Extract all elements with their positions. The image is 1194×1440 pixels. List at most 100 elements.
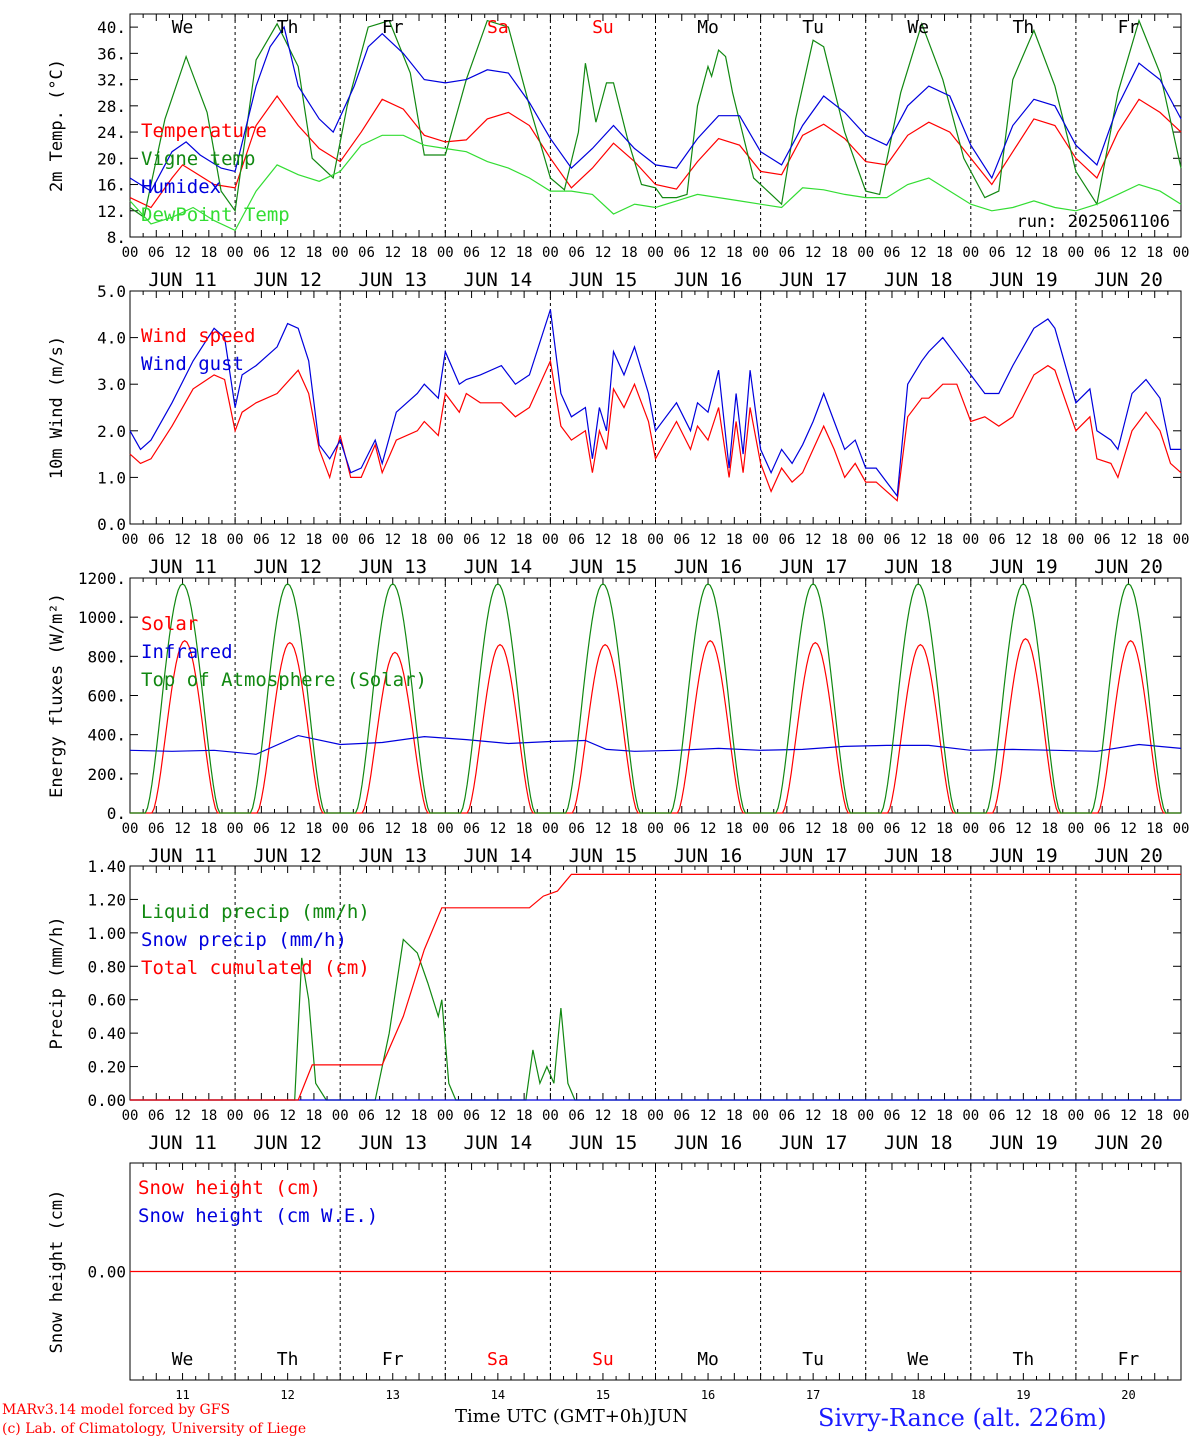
hour-tick-label: 18 xyxy=(305,821,322,837)
hour-tick-label: 18 xyxy=(1146,821,1163,837)
day-number-label: 20 xyxy=(1121,1388,1135,1402)
hour-tick-label: 00 xyxy=(647,245,664,261)
hour-tick-label: 00 xyxy=(542,245,559,261)
date-label: JUN 14 xyxy=(464,1132,533,1154)
panel-1: 8. 12. 16. 20. 24. 28. 32. 36. 40. 2m Temp. (°C) T… xyxy=(47,13,1190,291)
hour-tick-label: 18 xyxy=(1041,532,1058,548)
x-axis-label: Time UTC (GMT+0h)JUN xyxy=(455,1406,688,1427)
hour-tick-label: 06 xyxy=(463,1108,480,1124)
day-number-label: 13 xyxy=(386,1388,400,1402)
hour-tick-label: 12 xyxy=(595,1108,612,1124)
model-credit: MARv3.14 model forced by GFS xyxy=(2,1402,231,1418)
hour-tick-label: 00 xyxy=(647,532,664,548)
legend-entry: Humidex xyxy=(141,176,221,198)
hour-tick-label: 06 xyxy=(989,1108,1006,1124)
hour-tick-label: 12 xyxy=(1120,1108,1137,1124)
hour-tick-label: 06 xyxy=(568,532,585,548)
hour-tick-label: 18 xyxy=(936,532,953,548)
station-name: Sivry-Rance (alt. 226m) xyxy=(818,1404,1107,1432)
hour-tick-label: 18 xyxy=(1041,1108,1058,1124)
hour-tick-label: 12 xyxy=(910,532,927,548)
hour-tick-label: 18 xyxy=(1041,245,1058,261)
hour-tick-label: 18 xyxy=(200,821,217,837)
hour-tick-label: 18 xyxy=(831,821,848,837)
hour-tick-label: 00 xyxy=(332,821,349,837)
hour-tick-label: 00 xyxy=(1173,245,1190,261)
y-tick-label: 0.80 xyxy=(87,957,126,976)
date-label: JUN 17 xyxy=(779,1132,848,1154)
date-label: JUN 16 xyxy=(674,845,743,867)
date-label: JUN 14 xyxy=(464,269,533,291)
hour-tick-label: 12 xyxy=(1015,821,1032,837)
weekday-label: Sa xyxy=(487,1349,509,1370)
day-number-label: 11 xyxy=(175,1388,189,1402)
day-number-label: 18 xyxy=(911,1388,925,1402)
hour-tick-label: 00 xyxy=(542,1108,559,1124)
hour-tick-label: 06 xyxy=(358,821,375,837)
series-line-top-of-atmosphere-solar- xyxy=(130,583,1181,814)
panel-4: 0.00 0.20 0.40 0.60 0.80 1.00 1.20 1.40 Precip (… xyxy=(47,857,1189,1154)
hour-tick-label: 18 xyxy=(1146,1108,1163,1124)
series-line-liquid-precip-mm-h- xyxy=(130,938,1181,1101)
date-label: JUN 18 xyxy=(884,556,953,578)
date-label: JUN 13 xyxy=(358,556,427,578)
y-tick-label: 40. xyxy=(97,18,126,37)
hour-tick-label: 12 xyxy=(279,245,296,261)
date-label: JUN 19 xyxy=(989,845,1058,867)
date-label: JUN 17 xyxy=(779,556,848,578)
weekday-label: Fr xyxy=(382,17,404,38)
hour-tick-label: 06 xyxy=(989,245,1006,261)
hour-tick-label: 00 xyxy=(1067,532,1084,548)
hour-tick-label: 18 xyxy=(411,821,428,837)
hour-tick-label: 12 xyxy=(910,1108,927,1124)
hour-tick-label: 18 xyxy=(621,821,638,837)
weekday-label: Fr xyxy=(1118,1349,1140,1370)
hour-tick-label: 12 xyxy=(174,532,191,548)
y-tick-label: 16. xyxy=(97,176,126,195)
y-tick-label: 4.0 xyxy=(97,329,126,348)
hour-tick-label: 12 xyxy=(384,245,401,261)
hour-tick-label: 18 xyxy=(831,1108,848,1124)
hour-tick-label: 06 xyxy=(1094,532,1111,548)
hour-tick-label: 06 xyxy=(778,821,795,837)
legend-entry: Temperature xyxy=(141,120,267,142)
y-tick-label: 400. xyxy=(87,726,126,745)
weekday-label: We xyxy=(172,1349,194,1370)
series-line-wind-gust xyxy=(129,309,1181,498)
weekday-label: Fr xyxy=(382,1349,404,1370)
date-label: JUN 20 xyxy=(1094,556,1163,578)
panel-3: 0. 200. 400. 600. 800. 1000. 1200. Energy fluxe… xyxy=(47,569,1189,867)
hour-tick-label: 06 xyxy=(253,1108,270,1124)
hour-tick-label: 00 xyxy=(122,1108,139,1124)
date-label: JUN 13 xyxy=(358,845,427,867)
series-line-humidex xyxy=(129,25,1182,192)
hour-tick-label: 00 xyxy=(1067,1108,1084,1124)
y-tick-label: 0.0 xyxy=(97,515,126,534)
date-label: JUN 11 xyxy=(148,1132,217,1154)
y-axis-title: 2m Temp. (°C) xyxy=(47,59,67,192)
hour-tick-label: 06 xyxy=(1094,1108,1111,1124)
hour-tick-label: 18 xyxy=(200,245,217,261)
weekday-label: Th xyxy=(1013,1349,1035,1370)
hour-tick-label: 00 xyxy=(857,1108,874,1124)
hour-tick-label: 06 xyxy=(673,821,690,837)
hour-tick-label: 12 xyxy=(910,821,927,837)
legend-entry: DewPoint Temp xyxy=(141,204,290,226)
hour-tick-label: 12 xyxy=(805,532,822,548)
y-tick-label: 12. xyxy=(97,202,126,221)
hour-tick-label: 06 xyxy=(989,821,1006,837)
date-label: JUN 15 xyxy=(569,556,638,578)
date-label: JUN 17 xyxy=(779,845,848,867)
y-tick-label: 8. xyxy=(107,228,126,247)
hour-tick-label: 12 xyxy=(489,1108,506,1124)
hour-tick-label: 00 xyxy=(437,245,454,261)
hour-tick-label: 18 xyxy=(305,1108,322,1124)
weekday-label: Fr xyxy=(1118,17,1140,38)
hour-tick-label: 06 xyxy=(673,532,690,548)
y-axis-title: Precip (mm/h) xyxy=(47,916,67,1049)
hour-tick-label: 12 xyxy=(1015,1108,1032,1124)
date-label: JUN 11 xyxy=(148,845,217,867)
date-label: JUN 17 xyxy=(779,269,848,291)
date-label: JUN 19 xyxy=(989,556,1058,578)
